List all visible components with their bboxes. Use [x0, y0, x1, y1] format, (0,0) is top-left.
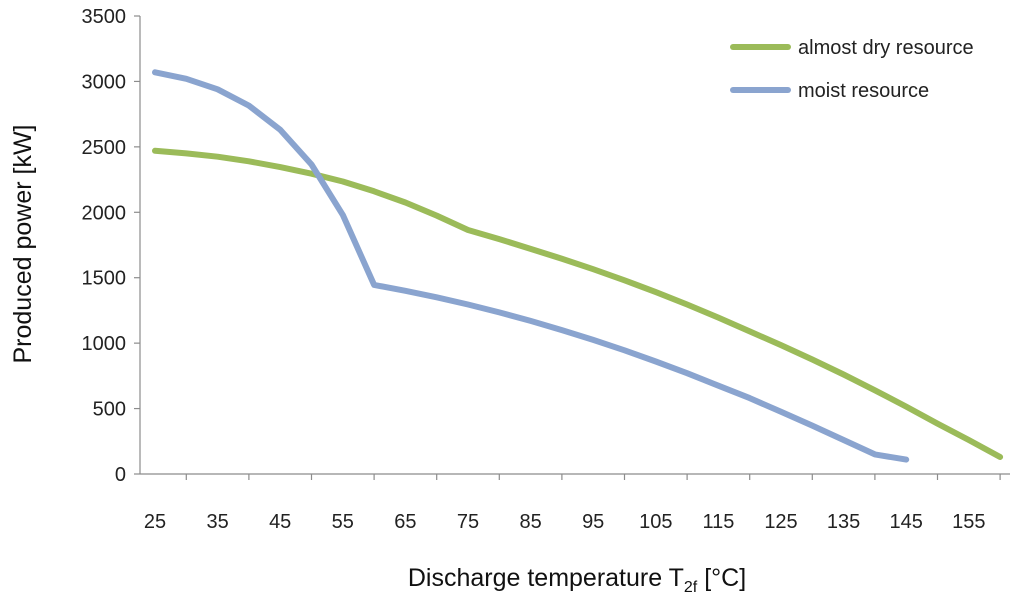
y-ticks: 0 500 1000 1500 2000 2500 3000 3500: [82, 6, 140, 486]
axes: [139, 16, 1010, 475]
x-tick-label: 75: [457, 511, 479, 533]
x-tick-label: 85: [519, 511, 541, 533]
x-tick-label: 25: [144, 511, 166, 533]
x-axis-title-main: Discharge temperature T: [408, 564, 684, 592]
series-layer: [152, 69, 1004, 463]
x-tick-label: 135: [827, 511, 860, 533]
x-tick-label: 155: [952, 511, 985, 533]
legend-label-moist: moist resource: [798, 80, 929, 102]
x-tick-label: 35: [206, 511, 228, 533]
y-tick-label: 2000: [82, 202, 127, 224]
x-tick-label: 55: [332, 511, 354, 533]
x-axis-title-units: [°C]: [697, 564, 746, 592]
x-tick-label: 45: [269, 511, 291, 533]
x-tick-label: 105: [639, 511, 672, 533]
x-tick-label: 95: [582, 511, 604, 533]
y-tick-label: 2500: [82, 137, 127, 159]
x-tick-label: 145: [890, 511, 923, 533]
y-tick-label: 1500: [82, 268, 127, 290]
y-tick-label: 1000: [82, 333, 127, 355]
x-tick-label: 65: [394, 511, 416, 533]
x-axis-title: Discharge temperature T2f [°C]: [408, 564, 746, 596]
y-tick-label: 500: [93, 399, 126, 421]
y-tick-label: 0: [115, 464, 126, 486]
y-axis-title: Produced power [kW]: [9, 125, 37, 364]
x-axis-title-subscript: 2f: [684, 579, 698, 596]
legend: almost dry resource moist resource: [730, 37, 974, 102]
x-tick-label: 115: [702, 511, 734, 533]
legend-label-almost-dry: almost dry resource: [798, 37, 974, 59]
y-tick-label: 3000: [82, 71, 127, 93]
series-line-moist: [152, 69, 910, 463]
x-tick-label: 125: [764, 511, 797, 533]
x-ticks: 25 35 45 55 65 75 85 95 105 115 125 135 145 155: [144, 474, 1001, 533]
y-tick-label: 3500: [82, 6, 127, 28]
series-line-almost-dry: [152, 147, 1004, 460]
